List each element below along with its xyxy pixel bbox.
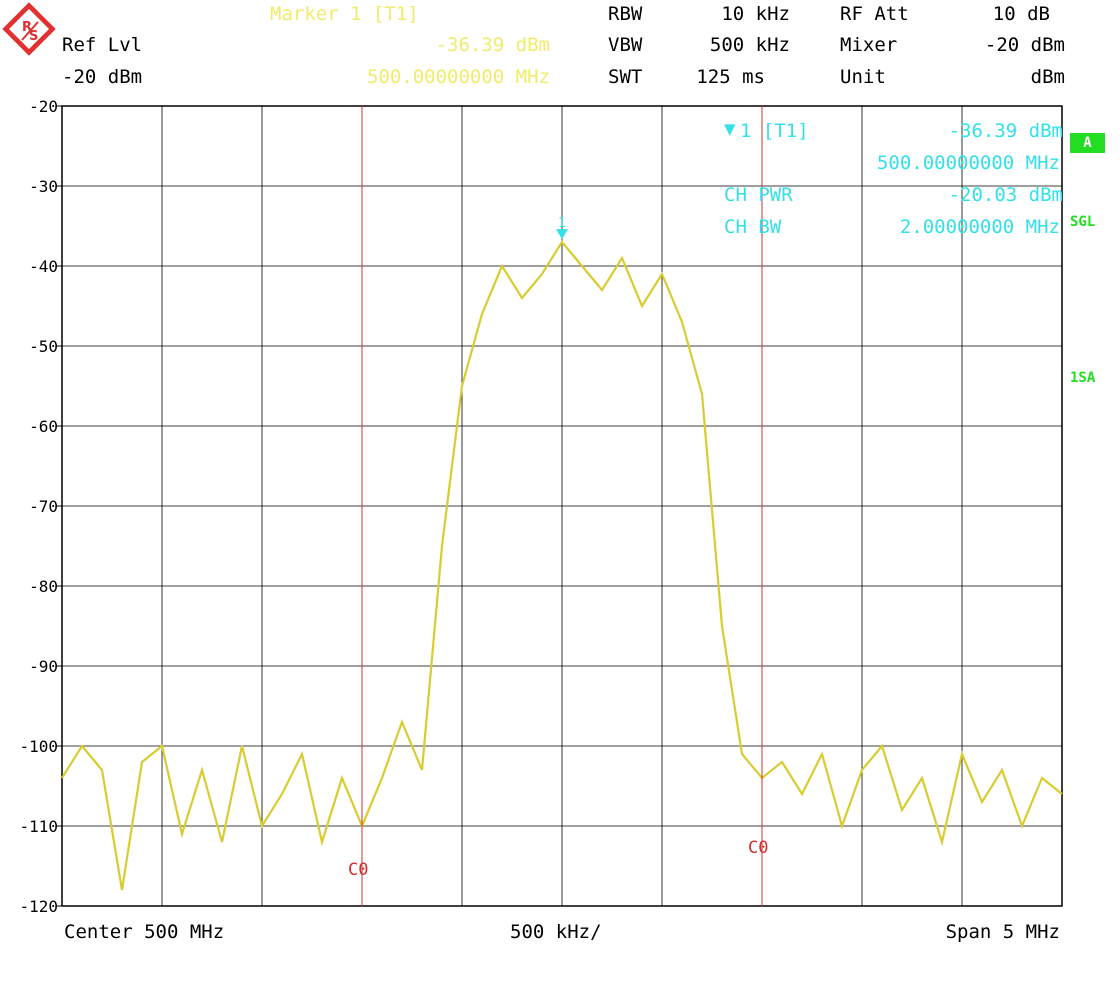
y-tick-label: -110 <box>19 817 58 836</box>
rf-att-label: RF Att <box>840 3 909 25</box>
marker-box-label: 1 [T1] <box>740 120 809 142</box>
channel-boundary-label: C0 <box>348 860 368 880</box>
channel-boundary-label: C0 <box>748 838 768 858</box>
unit-value: dBm <box>1030 66 1065 88</box>
channel-power-label: CH PWR <box>724 184 793 206</box>
trace-a-badge: A <box>1070 133 1105 153</box>
frequency-per-division: 500 kHz/ <box>510 921 602 943</box>
y-tick-label: -120 <box>19 897 58 916</box>
marker-title: Marker 1 [T1] <box>270 3 419 25</box>
marker-frequency: 500.00000000 MHz <box>366 66 550 88</box>
y-tick-label: -30 <box>29 177 58 196</box>
y-tick-label: -40 <box>29 257 58 276</box>
mixer-label: Mixer <box>840 34 898 56</box>
rohde-schwarz-logo: R S <box>2 2 56 56</box>
rbw-label: RBW <box>608 3 643 25</box>
channel-bandwidth-label: CH BW <box>724 216 782 238</box>
single-sweep-label: SGL <box>1070 214 1096 230</box>
vbw-value: 500 kHz <box>709 34 790 56</box>
y-tick-label: -70 <box>29 497 58 516</box>
vbw-label: VBW <box>608 34 643 56</box>
marker-1-label: 1 <box>558 216 566 231</box>
swt-value: 125 ms <box>696 66 765 88</box>
y-tick-label: -100 <box>19 737 58 756</box>
ref-level-value: -20 dBm <box>62 66 143 88</box>
marker-1-symbol <box>556 229 568 240</box>
span-value: Span 5 MHz <box>945 921 1060 943</box>
rf-att-value: 10 dB <box>992 3 1050 25</box>
channel-power-value: -20.03 dBm <box>948 184 1063 206</box>
ref-level-label: Ref Lvl <box>62 34 143 56</box>
y-tick-label: -50 <box>29 337 58 356</box>
marker-box-level: -36.39 dBm <box>948 120 1063 142</box>
spectrum-trace <box>61 240 1063 891</box>
channel-bandwidth-value: 2.00000000 MHz <box>899 216 1060 238</box>
marker-box-frequency: 500.00000000 MHz <box>876 152 1060 174</box>
mixer-value: -20 dBm <box>984 34 1065 56</box>
center-frequency: Center 500 MHz <box>64 921 225 943</box>
marker-box-symbol: ▼ <box>724 118 736 140</box>
y-tick-label: -20 <box>29 97 58 116</box>
y-tick-label: -60 <box>29 417 58 436</box>
sample-detector-label: 1SA <box>1070 370 1096 386</box>
y-tick-label: -90 <box>29 657 58 676</box>
svg-text:R: R <box>22 20 32 35</box>
svg-text:S: S <box>29 29 38 44</box>
y-tick-label: -80 <box>29 577 58 596</box>
unit-label: Unit <box>840 66 886 88</box>
marker-level: -36.39 dBm <box>435 34 550 56</box>
rbw-value: 10 kHz <box>721 3 790 25</box>
swt-label: SWT <box>608 66 643 88</box>
